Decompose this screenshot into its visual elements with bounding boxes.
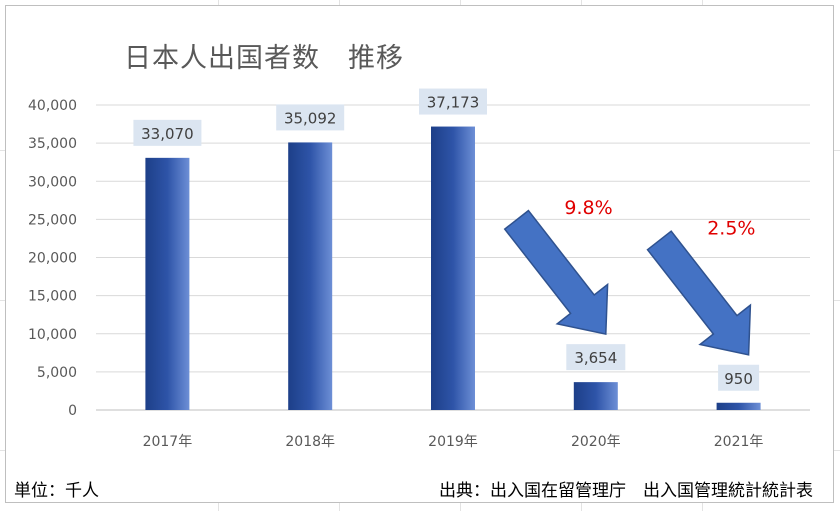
bar-2018年 [288,142,333,410]
data-label: 3,654 [574,349,617,367]
data-label-box [566,344,626,371]
y-tick-label: 25,000 [28,212,77,228]
x-tick-label: 2018年 [285,434,335,450]
y-tick-label: 0 [68,403,77,419]
annotation-arrow [503,209,609,336]
data-label-box [133,119,202,146]
bar-2021年 [716,402,761,410]
bar-2019年 [431,126,475,410]
bar-2017年 [145,157,190,410]
data-label-box [276,104,345,131]
data-label: 35,092 [284,109,337,127]
data-label-box [419,88,487,115]
annotation-label: 9.8% [564,197,612,219]
x-tick-label: 2017年 [143,434,193,450]
y-tick-label: 20,000 [28,251,77,267]
unit-note: 単位：千人 [14,481,99,501]
annotation-arrow [646,230,752,356]
y-tick-label: 5,000 [37,365,77,381]
data-label-box [718,364,760,391]
data-label: 950 [724,370,753,388]
annotation-label: 2.5% [707,217,755,239]
x-tick-label: 2021年 [714,434,764,450]
x-tick-label: 2020年 [571,434,621,450]
bar-2020年 [573,382,618,410]
y-tick-label: 15,000 [28,289,77,305]
y-tick-label: 35,000 [28,136,77,152]
y-tick-label: 30,000 [28,174,77,190]
y-tick-label: 40,000 [28,98,77,114]
data-label: 37,173 [427,94,480,112]
chart-area[interactable]: 日本人出国者数 推移 単位：千人 出典：出入国在留管理庁 出入国管理統計統計表 [5,5,834,503]
data-label: 33,070 [141,125,194,143]
source-note: 出典：出入国在留管理庁 出入国管理統計統計表 [439,481,813,501]
x-tick-label: 2019年 [428,434,478,450]
chart-title: 日本人出国者数 推移 [124,43,404,74]
y-tick-label: 10,000 [28,327,77,343]
